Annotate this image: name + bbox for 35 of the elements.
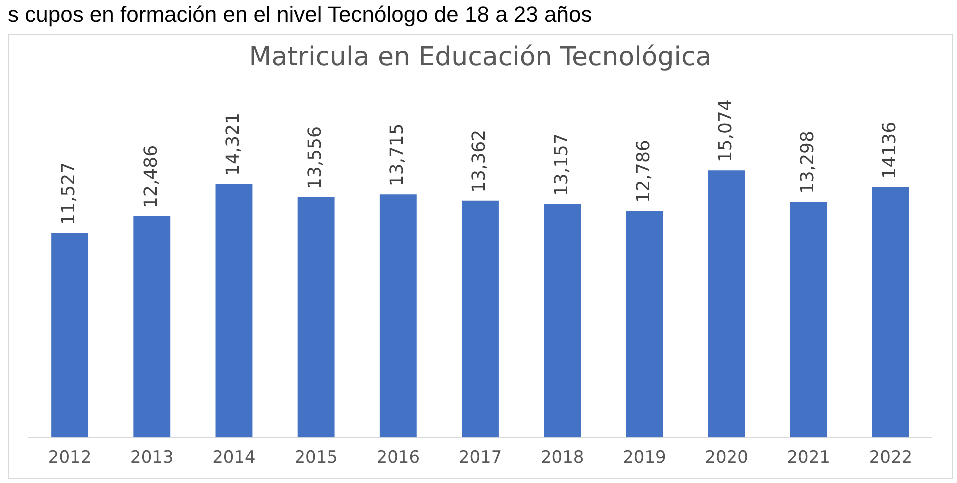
x-tick-label: 2015	[294, 448, 338, 468]
data-label: 15,074	[715, 100, 736, 163]
bar	[544, 204, 582, 438]
data-label: 13,362	[469, 130, 490, 193]
bar	[380, 194, 417, 438]
data-label: 12,486	[140, 145, 162, 208]
bar	[134, 216, 171, 438]
x-tick-label: 2013	[130, 448, 174, 468]
data-label: 12,786	[633, 140, 654, 204]
x-tick-label: 2019	[623, 448, 666, 468]
x-tick-label: 2020	[705, 448, 748, 468]
bar	[626, 211, 664, 438]
x-tick-label: 2018	[540, 448, 584, 468]
x-tick-label: 2012	[48, 448, 92, 468]
data-label: 13,298	[798, 131, 819, 194]
data-label: 14136	[880, 122, 901, 180]
x-tick-label: 2022	[869, 448, 913, 468]
x-tick-label: 2016	[376, 448, 420, 468]
bar	[872, 187, 910, 438]
data-label: 13,157	[551, 134, 572, 197]
chart-title: Matricula en Educación Tecnológica	[249, 42, 712, 72]
bar	[708, 170, 746, 438]
data-label: 13,715	[387, 124, 408, 187]
bar	[298, 197, 335, 438]
x-tick-label: 2014	[212, 448, 256, 468]
data-label: 11,527	[58, 162, 80, 226]
x-tick-label: 2021	[787, 448, 830, 468]
x-tick-label: 2017	[458, 448, 502, 468]
bar	[52, 233, 89, 438]
bar	[216, 184, 253, 438]
text: s cupos en formación en el nivel Tecnólogo de 18 a 23 años	[8, 2, 592, 28]
bar	[462, 200, 499, 438]
bar	[790, 202, 828, 438]
data-label: 13,556	[304, 126, 326, 190]
data-label: 14,321	[222, 112, 244, 176]
